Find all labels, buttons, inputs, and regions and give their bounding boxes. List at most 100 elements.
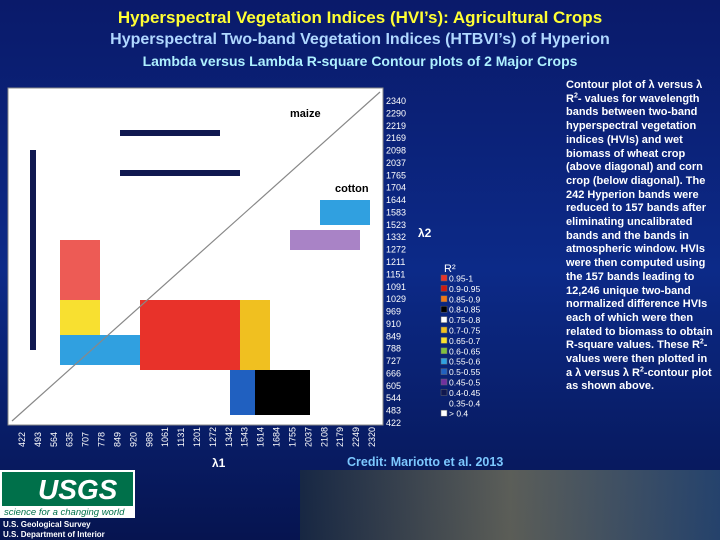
y-tick-label: 2290 (386, 108, 406, 118)
x-tick-label: 1684 (272, 427, 282, 447)
x-tick-label: 1543 (240, 427, 250, 447)
x-tick-label: 2320 (367, 427, 377, 447)
y-tick-label: 1583 (386, 207, 406, 217)
x-tick-label: 920 (128, 432, 138, 447)
legend-swatch (440, 378, 448, 386)
y-tick-label: 483 (386, 406, 401, 416)
description-text: - values for wavelength bands between tw… (566, 92, 713, 352)
y-tick-label: 2098 (386, 146, 406, 156)
x-tick-label: 1061 (160, 427, 170, 447)
legend-swatch (440, 326, 448, 334)
lower-label: cotton (335, 183, 369, 195)
superscript: 2 (573, 92, 578, 100)
y-tick-label: 1644 (386, 195, 406, 205)
legend-label: 0.5-0.55 (449, 367, 480, 377)
legend-label: 0.35-0.4 (449, 398, 480, 408)
x-tick-label: 1131 (176, 428, 186, 447)
x-tick-label: 778 (97, 432, 107, 447)
y-tick-label: 1029 (386, 294, 406, 304)
y-tick-label: 605 (386, 381, 401, 391)
x-tick-label: 849 (112, 432, 122, 447)
y-tick-label: 969 (386, 307, 401, 317)
upper-label: maize (290, 108, 321, 120)
legend-swatch (440, 337, 448, 344)
legend-label: 0.65-0.7 (449, 336, 480, 346)
legend-label: > 0.4 (449, 409, 468, 419)
y-tick-label: 1151 (386, 269, 405, 279)
x-axis-label: λ1 (212, 456, 226, 470)
y-tick-label: 2340 (386, 96, 406, 106)
legend-title: R² (444, 263, 456, 275)
legend-swatch (440, 389, 448, 396)
footer-line: U.S. Geological Survey (3, 520, 91, 529)
y-tick-label: 2037 (386, 158, 406, 168)
subsubtitle: Lambda versus Lambda R-square Contour pl… (142, 53, 578, 69)
legend-label: 0.45-0.5 (449, 378, 480, 388)
y-tick-label: 727 (386, 356, 401, 366)
legend-label: 0.6-0.65 (449, 346, 480, 356)
legend-swatch (440, 295, 448, 303)
y-tick-label: 1272 (386, 245, 406, 255)
x-tick-label: 493 (33, 432, 43, 447)
legend-label: 0.85-0.9 (449, 294, 480, 304)
y-tick-label: 910 (386, 319, 401, 329)
superscript: 2 (699, 338, 704, 346)
superscript: 2 (640, 366, 644, 374)
legend-swatch (440, 316, 448, 323)
diagonal (11, 91, 381, 422)
subtitle: Hyperspectral Two-band Vegetation Indice… (110, 31, 610, 48)
x-tick-label: 2108 (319, 427, 329, 447)
legend-swatch (440, 274, 448, 282)
contour-decoration (30, 130, 370, 415)
legend-label: 0.75-0.8 (449, 315, 480, 325)
credit: Credit: Mariotto et al. 2013 (347, 455, 503, 469)
description: Contour plot of λ versus λ R2- values fo… (566, 79, 716, 394)
legend-swatch (440, 357, 448, 365)
x-tick-label: 1201 (192, 427, 202, 447)
legend-label: 0.7-0.75 (449, 326, 480, 336)
x-tick-label: 2249 (351, 427, 361, 447)
x-tick-label: 2037 (303, 427, 313, 447)
legend-swatch (440, 285, 448, 292)
y-tick-label: 1765 (386, 170, 406, 180)
y-tick-label: 788 (386, 344, 401, 354)
x-tick-label: 1272 (208, 427, 218, 447)
y-tick-label: 849 (386, 331, 401, 341)
x-tick-label: 2179 (335, 427, 345, 447)
legend-swatch (440, 305, 448, 313)
x-tick-label: 1614 (256, 427, 266, 447)
y-tick-label: 544 (386, 393, 401, 403)
title: Hyperspectral Vegetation Indices (HVI’s)… (117, 8, 603, 27)
description-text: -values were then plotted in a λ versus … (566, 339, 708, 379)
logo-text: USGS (38, 474, 118, 505)
footer-line: U.S. Department of Interior (3, 530, 105, 539)
x-tick-label: 1342 (224, 427, 234, 447)
legend-label: 0.8-0.85 (449, 305, 480, 315)
logo-green (2, 472, 133, 506)
x-tick-label: 422 (17, 432, 27, 447)
y-tick-label: 1211 (386, 257, 405, 267)
x-tick-label: 564 (49, 432, 59, 447)
legend-label: 0.95-1 (449, 274, 473, 284)
x-tick-label: 635 (65, 432, 75, 447)
y-tick-label: 1523 (386, 220, 406, 230)
earth-image (300, 470, 720, 540)
y-tick-label: 1091 (386, 282, 406, 292)
legend-swatch (440, 368, 448, 375)
legend-label: 0.4-0.45 (449, 388, 480, 398)
x-tick-label: 989 (144, 432, 154, 447)
y-tick-label: 422 (386, 418, 401, 428)
legend-swatch (440, 409, 448, 417)
y-tick-label: 1332 (386, 232, 406, 242)
y-tick-label: 2219 (386, 121, 406, 131)
y-tick-label: 666 (386, 368, 401, 378)
y-tick-label: 2169 (386, 133, 406, 143)
x-tick-label: 707 (81, 432, 91, 447)
x-tick-label: 1755 (287, 427, 297, 447)
legend-swatch (440, 347, 448, 355)
y-tick-label: 1704 (386, 183, 406, 193)
description-text: Contour plot of λ versus λ R (566, 79, 703, 105)
description-text: -contour plot as shown above. (566, 366, 712, 393)
